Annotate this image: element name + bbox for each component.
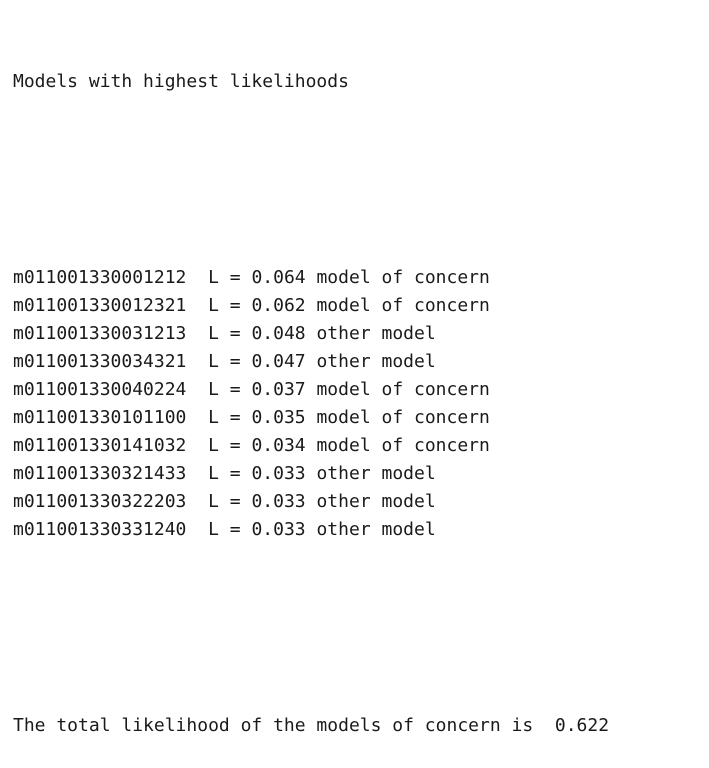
model-id: m011001330001212 bbox=[13, 267, 187, 288]
model-id: m011001330034321 bbox=[13, 351, 187, 372]
model-id: m011001330321433 bbox=[13, 463, 187, 484]
model-id: m011001330040224 bbox=[13, 379, 187, 400]
model-label: model of concern bbox=[316, 407, 490, 428]
model-label: model of concern bbox=[316, 435, 490, 456]
list-item: m011001330040224 L = 0.037 model of conc… bbox=[13, 376, 609, 404]
total-likelihood-value: 0.622 bbox=[554, 715, 610, 736]
likelihood-value: 0.062 bbox=[251, 295, 306, 316]
list-item: m011001330034321 L = 0.047 other model bbox=[13, 348, 609, 376]
list-item: m011001330331240 L = 0.033 other model bbox=[13, 516, 609, 544]
model-label: model of concern bbox=[316, 295, 490, 316]
model-label: model of concern bbox=[316, 267, 490, 288]
model-id: m011001330012321 bbox=[13, 295, 187, 316]
likelihood-value: 0.034 bbox=[251, 435, 306, 456]
likelihood-prefix: L = bbox=[208, 463, 252, 484]
blank-line bbox=[13, 628, 609, 656]
likelihood-value: 0.033 bbox=[251, 463, 306, 484]
list-item: m011001330012321 L = 0.062 model of conc… bbox=[13, 292, 609, 320]
model-id: m011001330331240 bbox=[13, 519, 187, 540]
model-id: m011001330031213 bbox=[13, 323, 187, 344]
likelihood-prefix: L = bbox=[208, 295, 252, 316]
likelihood-value: 0.033 bbox=[251, 491, 306, 512]
likelihood-value: 0.064 bbox=[251, 267, 306, 288]
model-id: m011001330101100 bbox=[13, 407, 187, 428]
list-item: m011001330141032 L = 0.034 model of conc… bbox=[13, 432, 609, 460]
likelihood-prefix: L = bbox=[208, 519, 252, 540]
list-item: m011001330001212 L = 0.064 model of conc… bbox=[13, 264, 609, 292]
list-item: m011001330101100 L = 0.035 model of conc… bbox=[13, 404, 609, 432]
likelihood-value: 0.047 bbox=[251, 351, 306, 372]
model-label: other model bbox=[316, 463, 436, 484]
likelihood-value: 0.048 bbox=[251, 323, 306, 344]
likelihood-prefix: L = bbox=[208, 435, 252, 456]
likelihood-prefix: L = bbox=[208, 407, 252, 428]
model-label: model of concern bbox=[316, 379, 490, 400]
total-likelihood-text: The total likelihood of the models of co… bbox=[13, 715, 534, 736]
list-item: m011001330321433 L = 0.033 other model bbox=[13, 460, 609, 488]
list-item: m011001330322203 L = 0.033 other model bbox=[13, 488, 609, 516]
likelihood-value: 0.033 bbox=[251, 519, 306, 540]
console-output: Models with highest likelihoods m0110013… bbox=[13, 12, 609, 768]
model-id: m011001330322203 bbox=[13, 491, 187, 512]
output-heading: Models with highest likelihoods bbox=[13, 71, 349, 92]
model-id: m011001330141032 bbox=[13, 435, 187, 456]
likelihood-prefix: L = bbox=[208, 267, 252, 288]
model-label: other model bbox=[316, 519, 436, 540]
model-label: other model bbox=[316, 351, 436, 372]
likelihood-list: m011001330001212 L = 0.064 model of conc… bbox=[13, 264, 609, 544]
likelihood-value: 0.035 bbox=[251, 407, 306, 428]
blank-line bbox=[13, 152, 609, 180]
list-item: m011001330031213 L = 0.048 other model bbox=[13, 320, 609, 348]
total-likelihood-line: The total likelihood of the models of co… bbox=[13, 712, 609, 740]
model-label: other model bbox=[316, 323, 436, 344]
likelihood-prefix: L = bbox=[208, 491, 252, 512]
likelihood-value: 0.037 bbox=[251, 379, 306, 400]
likelihood-prefix: L = bbox=[208, 351, 252, 372]
model-label: other model bbox=[316, 491, 436, 512]
likelihood-prefix: L = bbox=[208, 379, 252, 400]
likelihood-prefix: L = bbox=[208, 323, 252, 344]
